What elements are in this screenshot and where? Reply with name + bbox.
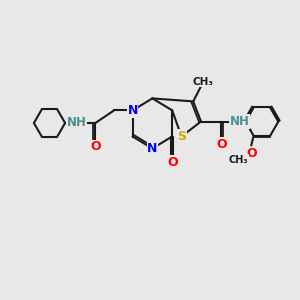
Text: NH: NH xyxy=(67,116,86,130)
Text: O: O xyxy=(90,140,101,154)
Text: CH₃: CH₃ xyxy=(229,155,248,165)
Text: NH: NH xyxy=(230,115,249,128)
Text: N: N xyxy=(128,104,138,117)
Text: O: O xyxy=(216,138,227,151)
Text: CH₃: CH₃ xyxy=(193,76,214,87)
Text: S: S xyxy=(177,130,186,143)
Text: O: O xyxy=(167,155,178,169)
Text: N: N xyxy=(147,142,158,155)
Text: O: O xyxy=(246,147,256,160)
